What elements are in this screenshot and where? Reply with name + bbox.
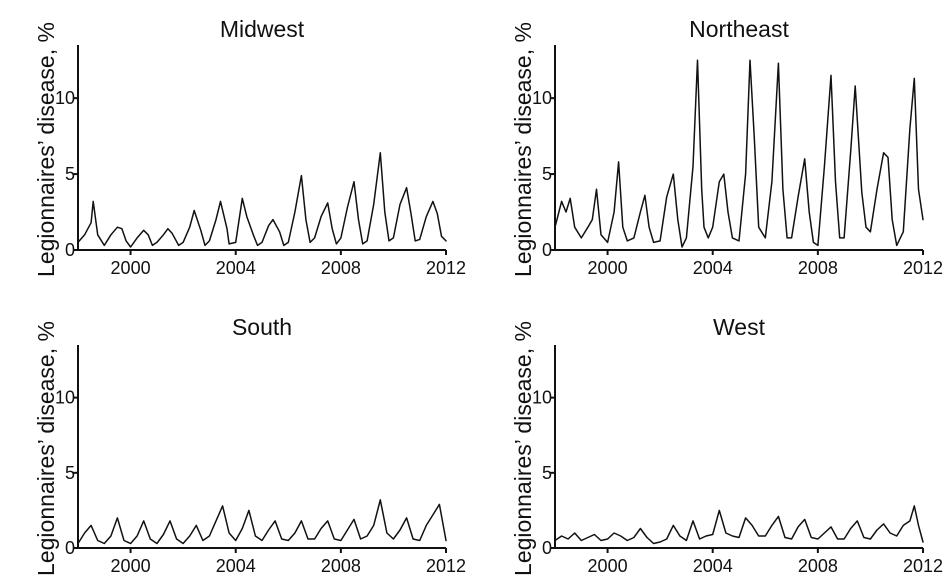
panel-4: West Legionnaires’ disease, % 0 5 10 2000 2004…: [510, 314, 943, 576]
y-tick-label: 0: [65, 240, 75, 260]
y-tick-label: 0: [542, 538, 552, 558]
x-tick-label: 2008: [798, 556, 838, 576]
y-axis-label: Legionnaires’ disease, %: [510, 321, 536, 576]
series-line-1: [77, 499, 447, 545]
panel-3: South Legionnaires’ disease, % 0 5 10 2000 200…: [33, 314, 466, 576]
panel-title: West: [713, 314, 766, 340]
y-tick-label: 5: [542, 164, 552, 184]
series-line-1: [77, 152, 447, 248]
y-tick-label: 5: [65, 463, 75, 483]
y-tick-label: 10: [55, 388, 75, 408]
panel-title: Northeast: [689, 16, 789, 42]
x-tick-label: 2000: [588, 556, 628, 576]
x-tick-label: 2008: [321, 258, 361, 278]
x-tick-label: 2004: [693, 258, 733, 278]
x-tick-label: 2008: [321, 556, 361, 576]
x-tick-label: 2004: [216, 556, 256, 576]
panel-2: Northeast Legionnaires’ disease, % 0 5 10 200…: [510, 16, 943, 278]
y-tick-label: 0: [65, 538, 75, 558]
x-tick-label: 2012: [903, 258, 943, 278]
y-tick-label: 5: [65, 164, 75, 184]
x-tick-label: 2012: [426, 258, 466, 278]
x-tick-label: 2004: [693, 556, 733, 576]
x-tick-label: 2012: [903, 556, 943, 576]
x-tick-label: 2012: [426, 556, 466, 576]
y-tick-label: 0: [542, 240, 552, 260]
x-tick-label: 2000: [111, 258, 151, 278]
x-tick-label: 2004: [216, 258, 256, 278]
x-tick-label: 2008: [798, 258, 838, 278]
y-axis-label: Legionnaires’ disease, %: [510, 22, 536, 277]
y-tick-label: 10: [532, 388, 552, 408]
panel-1: Midwest Legionnaires’ disease, % 0 5 10 2000 2…: [33, 16, 466, 278]
x-tick-label: 2000: [111, 556, 151, 576]
y-tick-label: 10: [532, 88, 552, 108]
series-line-1: [554, 59, 924, 248]
x-tick-label: 2000: [588, 258, 628, 278]
y-axis-label: Legionnaires’ disease, %: [33, 321, 59, 576]
y-tick-label: 5: [542, 463, 552, 483]
panel-title: South: [232, 314, 292, 340]
y-tick-label: 10: [55, 88, 75, 108]
panel-title: Midwest: [220, 16, 305, 42]
y-axis-label: Legionnaires’ disease, %: [33, 22, 59, 277]
series-line-1: [554, 505, 924, 545]
